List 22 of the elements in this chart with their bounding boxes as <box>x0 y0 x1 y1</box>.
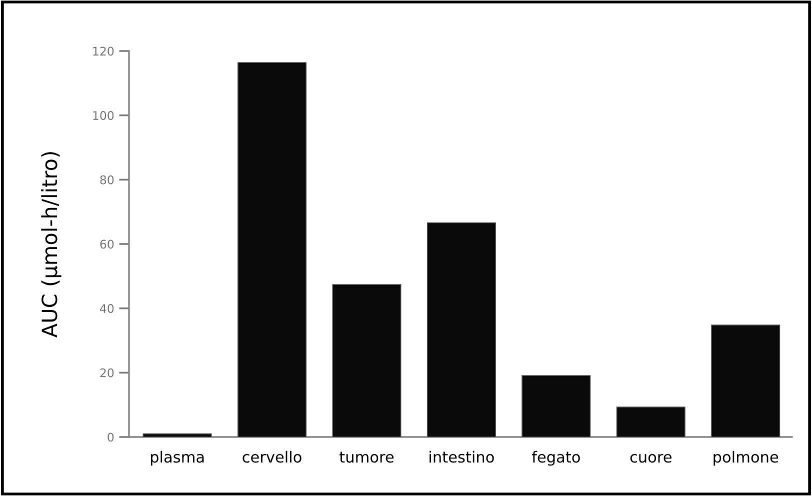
bar <box>711 324 780 437</box>
x-tick-label: plasma <box>150 450 204 466</box>
x-tick-label: intestino <box>430 450 494 463</box>
x-tick-label: cervello <box>242 450 302 463</box>
y-tick-label: 40 <box>100 304 114 313</box>
x-tick-label: fegato <box>532 450 580 466</box>
y-tick-label: 80 <box>100 175 114 184</box>
bar <box>616 406 686 437</box>
y-axis-title: AUC (µmol-h/litro) <box>41 152 62 338</box>
bar <box>426 222 496 437</box>
bar <box>522 375 591 437</box>
y-tick-label: 120 <box>93 46 114 56</box>
bar <box>142 433 212 437</box>
x-tick-label: polmone <box>714 450 778 466</box>
x-tick-label: cuore <box>630 454 672 463</box>
y-tick-label: 20 <box>100 368 114 378</box>
bar <box>332 284 402 437</box>
y-tick-label: 0 <box>108 432 114 442</box>
bar <box>238 62 307 437</box>
x-tick-label: tumore <box>340 452 394 463</box>
y-tick-label: 100 <box>93 111 114 120</box>
y-tick-label: 60 <box>100 240 114 249</box>
